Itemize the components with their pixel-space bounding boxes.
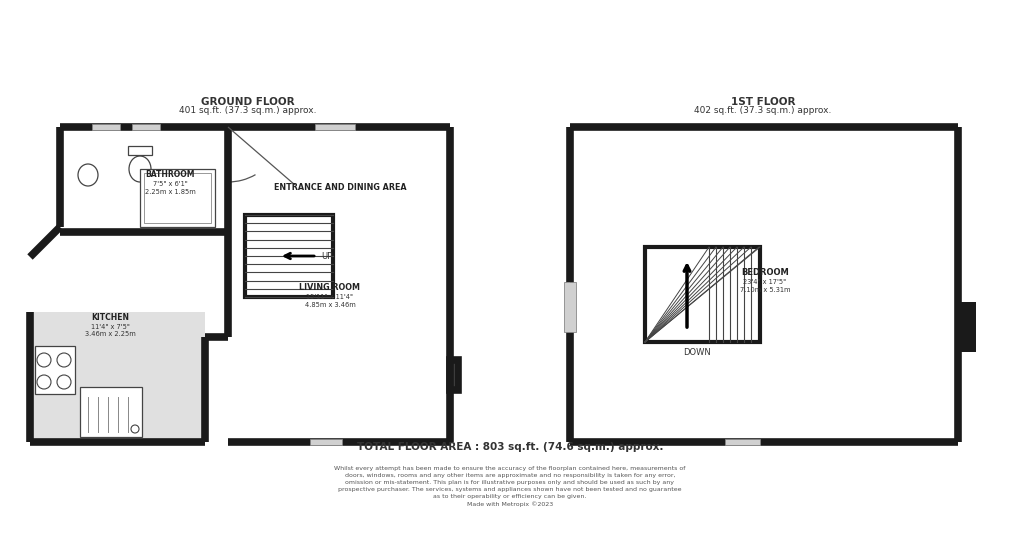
Bar [725, 439, 759, 445]
Text: KITCHEN: KITCHEN [91, 313, 128, 322]
Text: Whilst every attempt has been made to ensure the accuracy of the floorplan conta: Whilst every attempt has been made to en… [334, 466, 685, 507]
Bar [79, 387, 142, 437]
Bar [30, 312, 205, 442]
Text: 7'5" x 6'1"
2.25m x 1.85m: 7'5" x 6'1" 2.25m x 1.85m [145, 181, 196, 195]
Text: 15'11" x 11'4"
4.85m x 3.46m: 15'11" x 11'4" 4.85m x 3.46m [305, 294, 355, 307]
Circle shape [57, 375, 71, 389]
Text: TOTAL FLOOR AREA : 803 sq.ft. (74.6 sq.m.) approx.: TOTAL FLOOR AREA : 803 sq.ft. (74.6 sq.m… [357, 442, 662, 452]
Bar [35, 346, 75, 394]
Text: 401 sq.ft. (37.3 sq.m.) approx.: 401 sq.ft. (37.3 sq.m.) approx. [179, 106, 317, 115]
Text: ENTRANCE AND DINING AREA: ENTRANCE AND DINING AREA [273, 183, 406, 191]
Text: BATHROOM: BATHROOM [145, 170, 195, 179]
Text: LIVING ROOM: LIVING ROOM [300, 283, 360, 292]
Text: 23'4" x 17'5"
7.10m x 5.31m: 23'4" x 17'5" 7.10m x 5.31m [739, 279, 790, 293]
Circle shape [57, 353, 71, 367]
Bar [92, 124, 120, 130]
Bar [60, 127, 449, 442]
Bar [310, 439, 341, 445]
Bar [644, 247, 759, 342]
Circle shape [37, 375, 51, 389]
Text: GROUND FLOOR: GROUND FLOOR [201, 97, 294, 107]
Text: UP: UP [321, 251, 332, 261]
Circle shape [130, 425, 139, 433]
Text: 11'4" x 7'5"
3.46m x 2.25m: 11'4" x 7'5" 3.46m x 2.25m [85, 324, 136, 338]
Bar [144, 173, 211, 223]
Ellipse shape [77, 164, 98, 186]
Bar [449, 360, 458, 390]
Text: BEDROOM: BEDROOM [741, 268, 788, 277]
Bar [567, 282, 570, 332]
Bar [570, 127, 957, 442]
Text: DOWN: DOWN [683, 348, 710, 357]
Bar [957, 302, 975, 352]
Bar [127, 146, 152, 155]
Bar [245, 215, 332, 297]
Bar [315, 124, 355, 130]
Text: 402 sq.ft. (37.3 sq.m.) approx.: 402 sq.ft. (37.3 sq.m.) approx. [694, 106, 830, 115]
Bar [131, 124, 160, 130]
Ellipse shape [128, 156, 151, 182]
Bar [140, 169, 215, 227]
Circle shape [37, 353, 51, 367]
Bar [564, 282, 576, 332]
Text: 1ST FLOOR: 1ST FLOOR [730, 97, 795, 107]
Bar [245, 215, 332, 297]
